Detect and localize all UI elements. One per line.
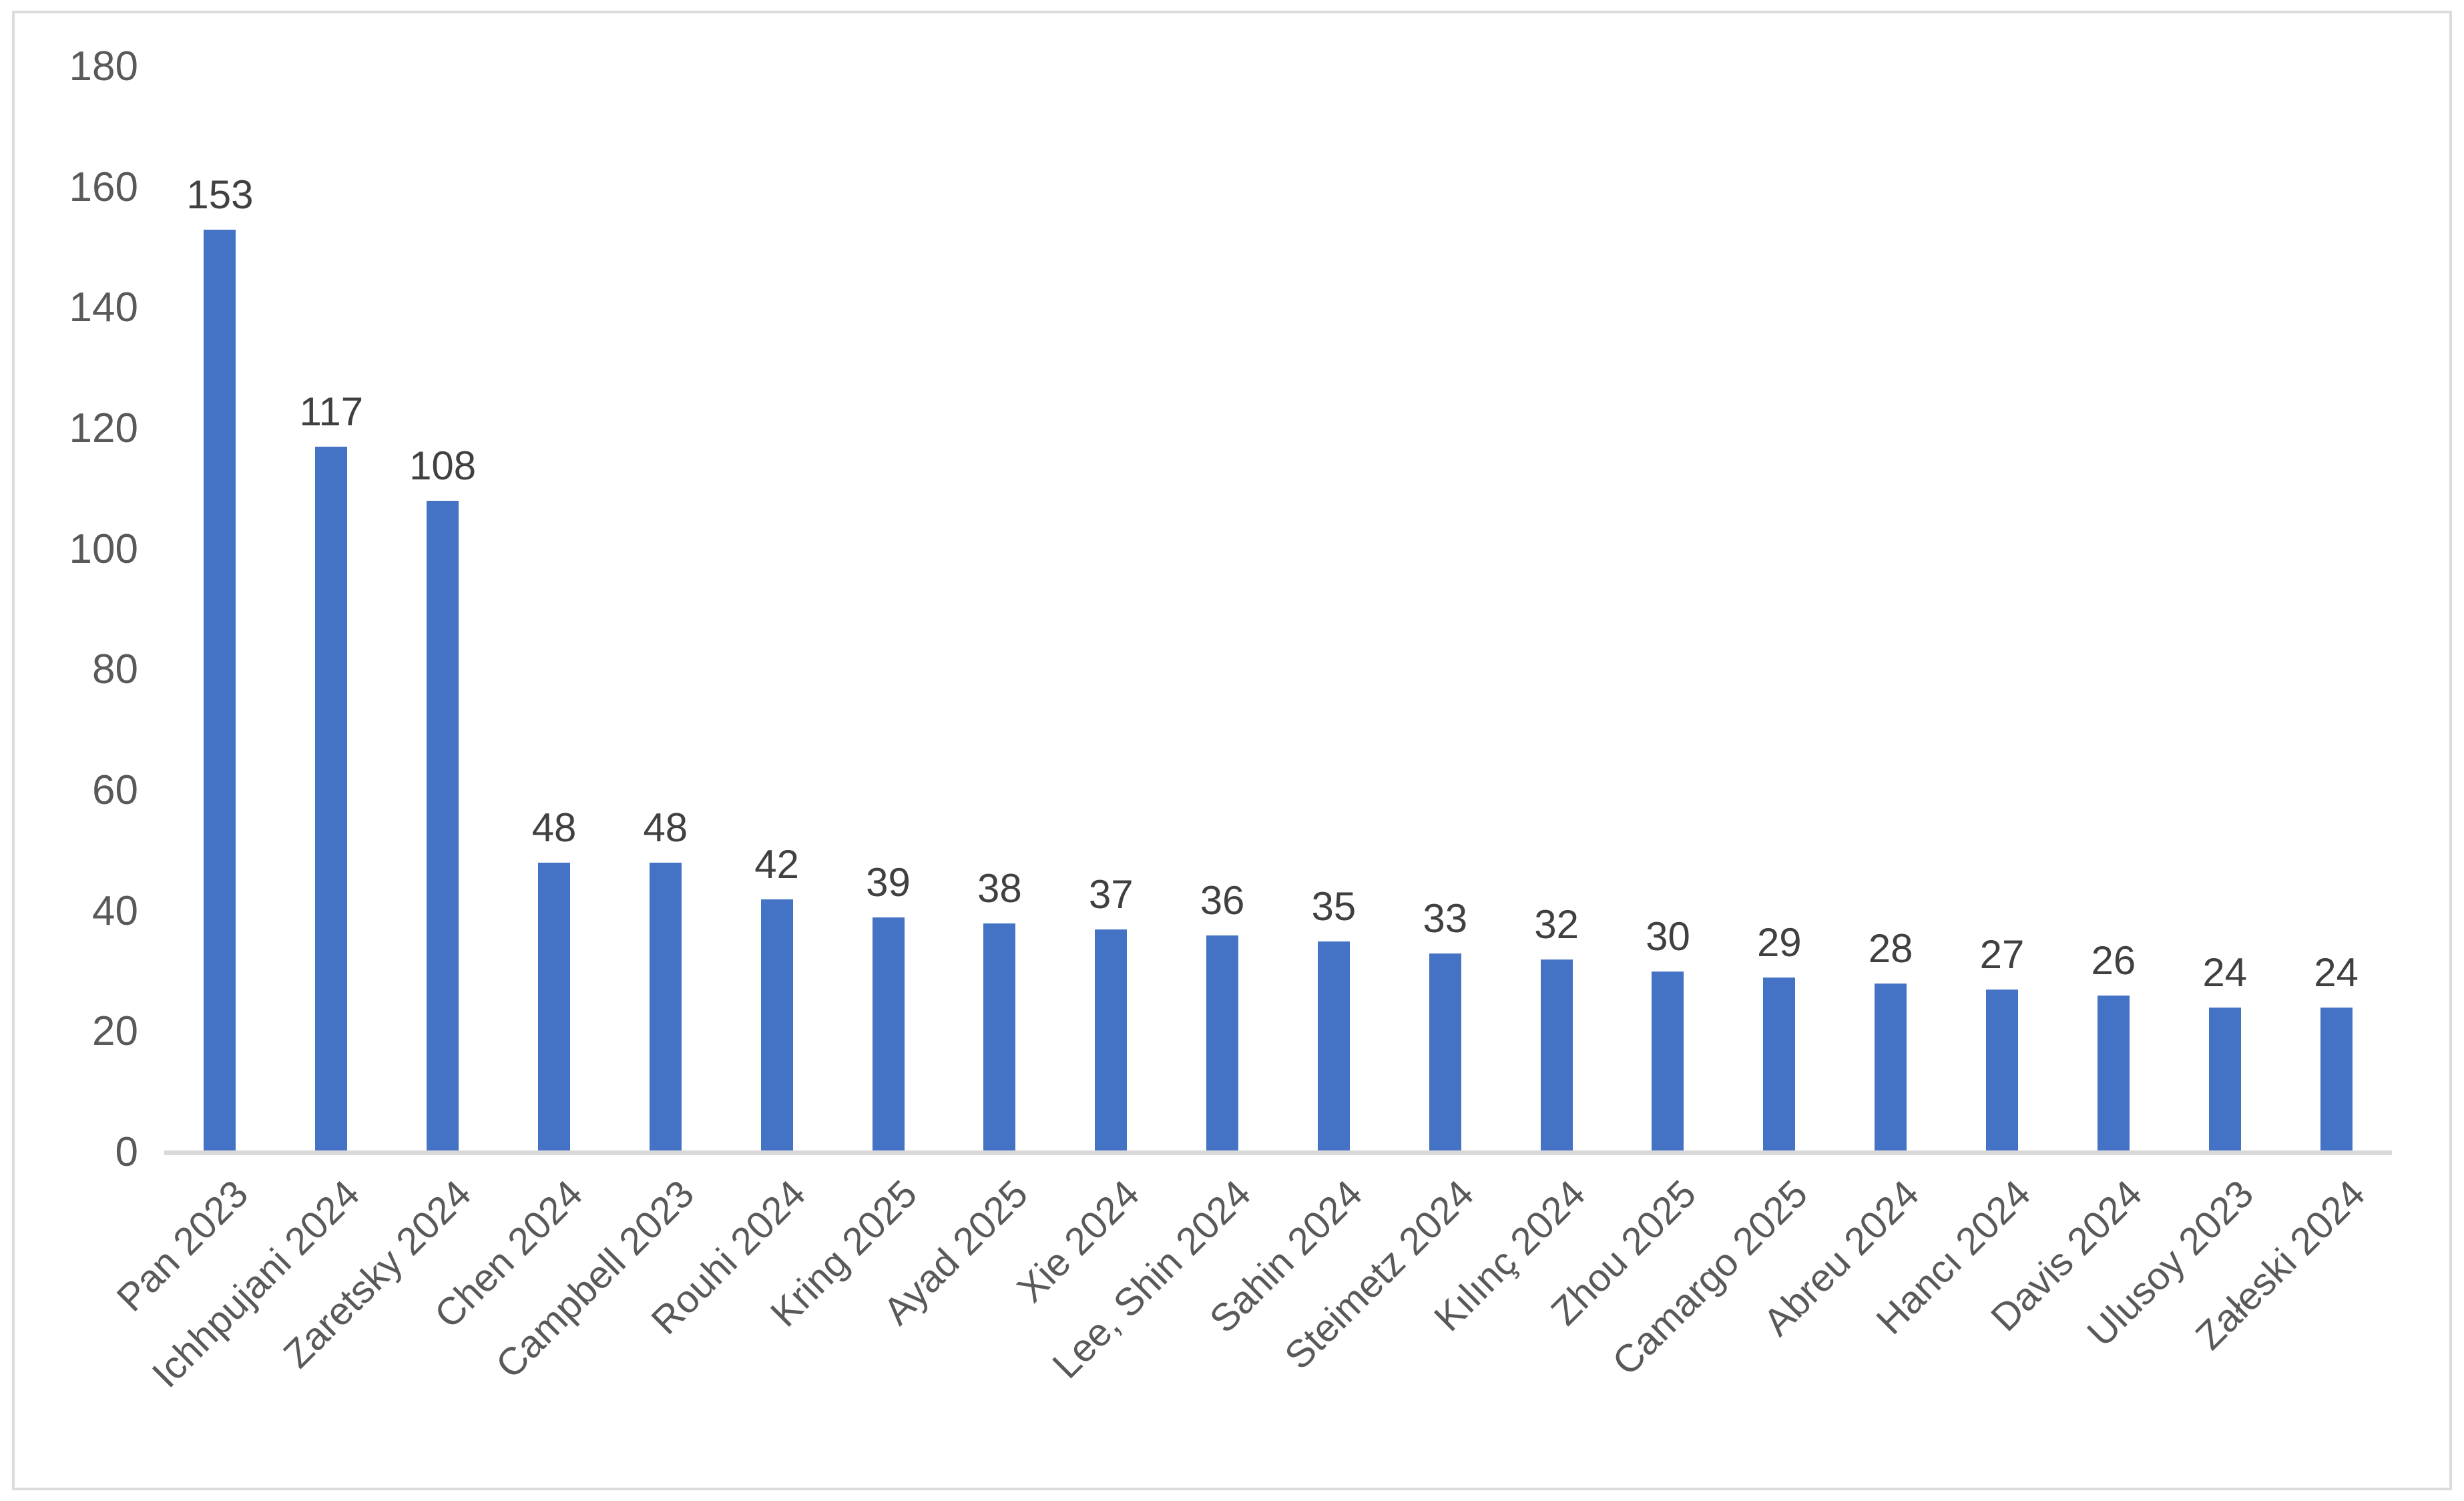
bar <box>1540 959 1573 1152</box>
bar <box>1763 978 1796 1152</box>
bar-value-label: 29 <box>1756 920 1802 966</box>
bar <box>427 501 459 1152</box>
y-axis-tick-label: 160 <box>69 164 138 210</box>
bar-value-label: 33 <box>1423 895 1468 941</box>
bar <box>1429 953 1461 1152</box>
bar <box>537 863 570 1152</box>
bar <box>1652 972 1684 1152</box>
bar-value-label: 38 <box>977 865 1022 911</box>
bar-value-label: 28 <box>1868 926 1913 972</box>
y-axis-tick-label: 0 <box>115 1129 138 1175</box>
bar <box>1875 984 1907 1152</box>
bar <box>872 917 905 1152</box>
bar <box>649 863 682 1152</box>
y-axis-tick-label: 20 <box>92 1008 138 1055</box>
bar <box>2208 1008 2241 1152</box>
y-axis-tick-label: 120 <box>69 405 138 451</box>
bar-value-label: 42 <box>754 841 800 887</box>
bar-value-label: 35 <box>1311 883 1357 929</box>
chart-frame: 0 20 40 60 80 100 120 140 160 180 153 117 108 48 48 42… <box>12 11 2452 1490</box>
bar <box>315 447 348 1152</box>
x-axis-line <box>164 1150 2392 1155</box>
bar <box>1095 929 1128 1152</box>
bar-value-label: 32 <box>1534 901 1579 947</box>
y-axis-tick-label: 80 <box>92 646 138 693</box>
bar <box>1317 941 1350 1152</box>
bar <box>204 229 236 1152</box>
bar-value-label: 26 <box>2091 938 2136 984</box>
bar <box>1986 990 2019 1152</box>
bar-value-label: 48 <box>531 805 577 851</box>
bar <box>983 923 1016 1152</box>
bar <box>2097 996 2130 1152</box>
bar-value-label: 117 <box>299 389 364 435</box>
y-axis-tick-label: 60 <box>92 767 138 813</box>
bar-value-label: 153 <box>186 172 254 217</box>
bar <box>760 899 793 1152</box>
bar-value-label: 30 <box>1646 914 1690 959</box>
bar <box>2320 1008 2353 1152</box>
y-axis-tick-label: 40 <box>92 887 138 934</box>
y-axis-tick-label: 180 <box>69 43 138 89</box>
bar-value-label: 27 <box>1979 932 2025 978</box>
bar-value-label: 36 <box>1200 877 1245 923</box>
bar-value-label: 37 <box>1088 871 1134 917</box>
bar-value-label: 24 <box>2314 950 2359 996</box>
bar-value-label: 24 <box>2202 950 2248 996</box>
y-axis-tick-label: 140 <box>69 284 138 331</box>
bar <box>1206 935 1239 1152</box>
bar-value-label: 39 <box>866 859 911 905</box>
bar-value-label: 48 <box>643 805 688 851</box>
y-axis-tick-label: 100 <box>69 525 138 572</box>
bar-value-label: 108 <box>409 443 477 489</box>
